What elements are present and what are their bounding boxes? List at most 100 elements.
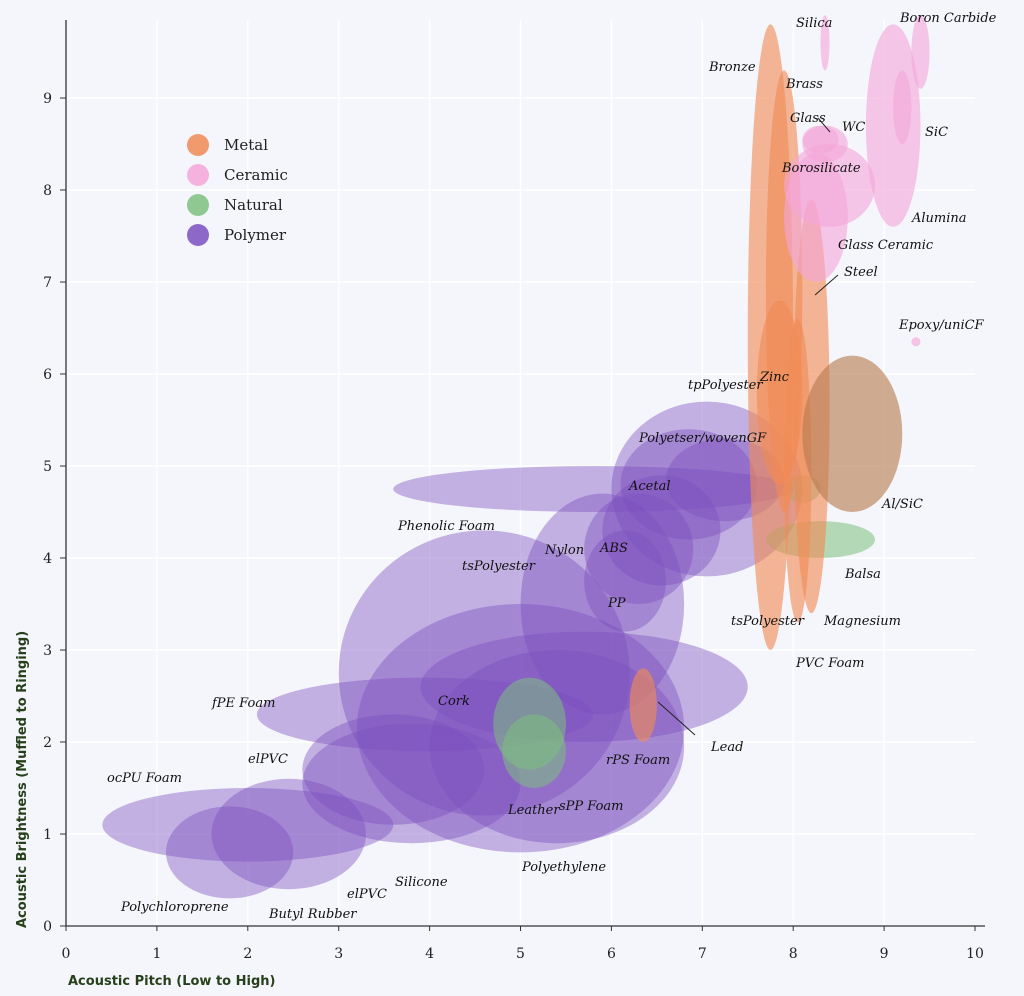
x-tick-label: 8 (789, 946, 798, 962)
bubble-phenolic-foam (393, 466, 794, 512)
legend-label-polymer: Polymer (224, 226, 287, 244)
label-sic: SiC (925, 125, 948, 140)
y-tick-label: 9 (43, 91, 52, 107)
label-fpe-foam: fPE Foam (211, 696, 275, 711)
label-elpvc: elPVC (248, 752, 288, 767)
leader-lines (657, 117, 839, 736)
leader-line (657, 701, 696, 736)
bubble-pp (584, 530, 666, 632)
bubble-silicone (302, 723, 521, 844)
label-alumina: Alumina (911, 211, 967, 226)
bubble-ocpu-foam (102, 788, 394, 862)
x-tick-label: 7 (698, 946, 707, 962)
bubble-polychloroprene (165, 806, 294, 899)
label-pp: PP (607, 596, 626, 611)
label-cork: Cork (438, 694, 470, 709)
bubble-glass-ceramic (784, 153, 848, 282)
bubble-magnesium (784, 318, 812, 623)
label-glass: Glass (790, 111, 826, 126)
label-silica: Silica (796, 16, 832, 31)
x-tick-label: 4 (425, 946, 434, 962)
label-pvc-foam: PVC Foam (795, 656, 864, 671)
y-tick-label: 0 (43, 919, 52, 935)
label-ocpu-foam: ocPU Foam (107, 771, 182, 786)
label-phenolic-foam: Phenolic Foam (397, 519, 495, 534)
bubble-lead (629, 668, 657, 742)
label-steel: Steel (844, 265, 878, 280)
label-tspolyester: tsPolyester (731, 614, 805, 629)
label-nylon: Nylon (544, 543, 584, 558)
label-balsa: Balsa (844, 567, 881, 582)
ticks: 0 1 2 3 4 5 6 7 8 9 10 0 1 2 3 4 5 6 7 8 9 (43, 91, 984, 962)
x-tick-label: 10 (966, 946, 984, 962)
label-elpvc: elPVC (347, 887, 387, 902)
y-tick-label: 4 (43, 551, 52, 567)
bubble-elpvc (302, 714, 485, 825)
label-brass: Brass (785, 77, 823, 92)
x-tick-label: 6 (607, 946, 616, 962)
label-polyetser-wovengf: Polyetser/wovenGF (638, 431, 767, 446)
leader-line (814, 274, 839, 296)
label-butyl-rubber: Butyl Rubber (268, 907, 357, 922)
legend-swatch-natural (187, 194, 209, 216)
x-tick-label: 1 (152, 946, 161, 962)
y-tick-label: 5 (43, 459, 52, 475)
label-bronze: Bronze (708, 60, 756, 75)
y-axis-title: Acoustic Brightness (Muffled to Ringing) (15, 631, 30, 928)
legend-label-metal: Metal (224, 136, 268, 154)
axes (65, 20, 985, 927)
label-spp-foam: sPP Foam (559, 799, 624, 814)
label-zinc: Zinc (759, 370, 790, 385)
label-lead: Lead (710, 740, 743, 755)
legend-swatch-polymer (187, 224, 209, 246)
y-tick-label: 8 (43, 183, 52, 199)
label-borosilicate: Borosilicate (781, 161, 861, 176)
bubble-acetal (620, 429, 757, 540)
label-abs: ABS (599, 541, 628, 556)
legend-swatch-ceramic (187, 164, 209, 186)
bubble-leather (502, 714, 566, 788)
label-magnesium: Magnesium (823, 614, 901, 629)
label-wc: WC (842, 120, 865, 135)
bubble-epoxy-unicf (911, 337, 921, 347)
legend-swatch-metal (187, 134, 209, 156)
legend-label-natural: Natural (224, 196, 283, 214)
bubble-abs (584, 493, 694, 604)
label-leather: Leather (507, 803, 560, 818)
x-tick-label: 9 (880, 946, 889, 962)
x-axis-title: Acoustic Pitch (Low to High) (68, 974, 275, 989)
label-al-sic: Al/SiC (881, 497, 923, 512)
x-tick-label: 0 (62, 946, 71, 962)
bubble-tspolyester (520, 493, 685, 715)
x-tick-label: 5 (516, 946, 525, 962)
label-rps-foam: rPS Foam (606, 753, 670, 768)
y-tick-label: 2 (43, 735, 52, 751)
bubble-nylon (602, 475, 721, 586)
legend: Metal Ceramic Natural Polymer (187, 134, 288, 246)
material-labels: Silica Boron Carbide Bronze Brass Glass WC SiC… (107, 11, 997, 922)
label-polyethylene: Polyethylene (521, 860, 606, 875)
x-tick-label: 3 (334, 946, 343, 962)
label-tspolyester: tsPolyester (462, 559, 536, 574)
bubble-silica (820, 15, 830, 71)
label-polychloroprene: Polychloroprene (120, 900, 229, 915)
y-tick-label: 7 (43, 275, 52, 291)
label-acetal: Acetal (628, 479, 671, 494)
label-tppolyester: tpPolyester (688, 378, 763, 393)
label-glass-ceramic: Glass Ceramic (838, 238, 934, 253)
label-boron-carbide: Boron Carbide (899, 11, 997, 26)
label-silicone: Silicone (395, 875, 448, 890)
y-tick-label: 6 (43, 367, 52, 383)
y-tick-label: 1 (43, 827, 52, 843)
bubble-al-sic (802, 355, 903, 512)
bubble-butyl-rubber (211, 778, 366, 890)
x-tick-label: 2 (243, 946, 252, 962)
legend-label-ceramic: Ceramic (224, 166, 288, 184)
bubbles (102, 15, 930, 899)
label-epoxy-unicf: Epoxy/uniCF (898, 318, 985, 333)
y-tick-label: 3 (43, 643, 52, 659)
leader-line (817, 117, 831, 133)
bubble-alumina (865, 24, 921, 227)
